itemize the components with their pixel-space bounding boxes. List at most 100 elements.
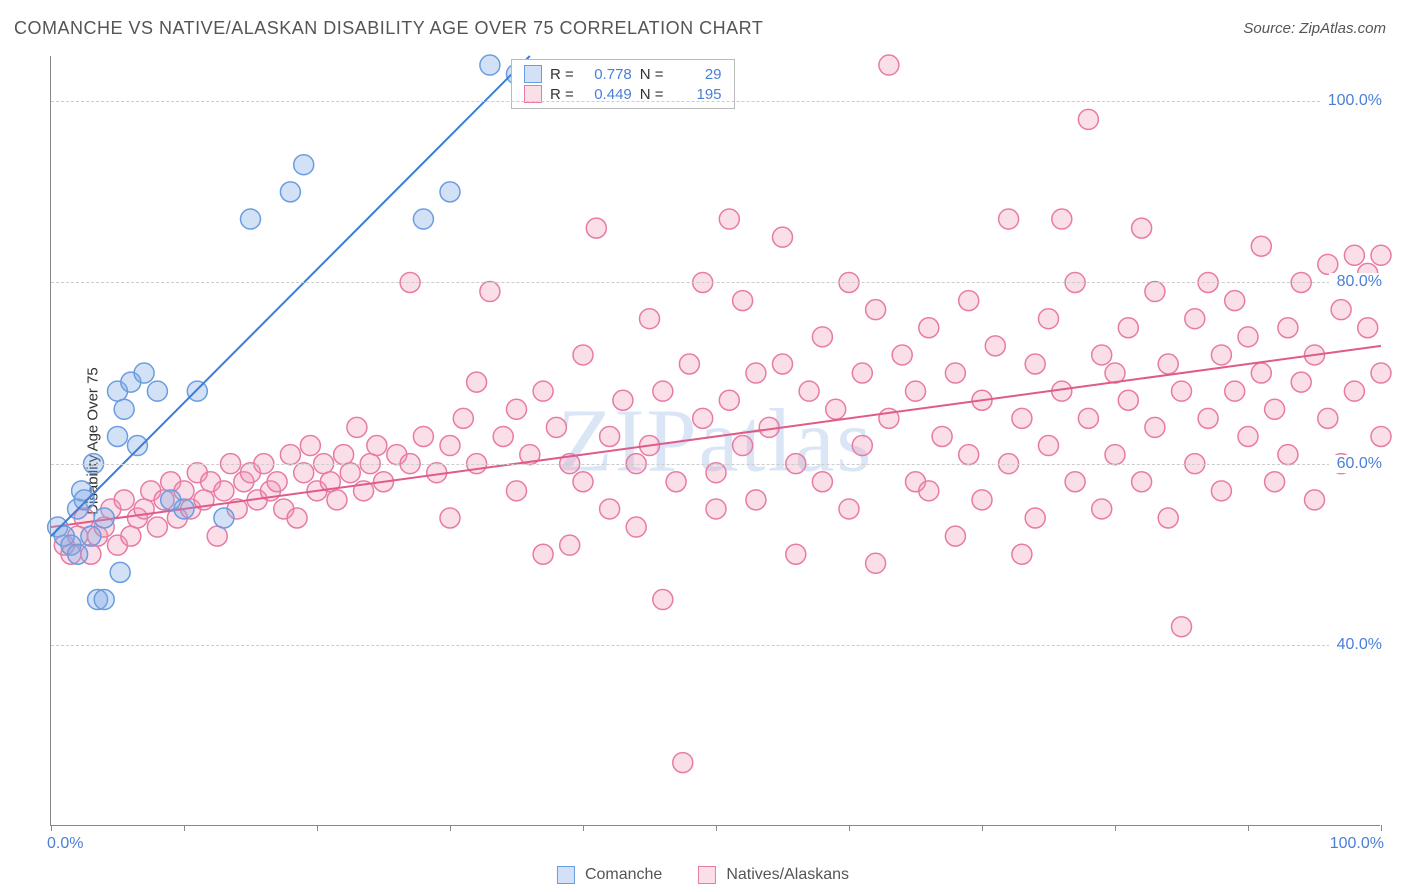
data-point [786,544,806,564]
source-prefix: Source: [1243,20,1299,37]
data-point [1238,327,1258,347]
data-point [1105,445,1125,465]
data-point [1025,354,1045,374]
data-point [413,209,433,229]
data-point [892,345,912,365]
data-point [1344,245,1364,265]
data-point [1092,499,1112,519]
data-point [1118,318,1138,338]
data-point [108,426,128,446]
x-tick [51,825,52,831]
legend-row-comanche: R = 0.778 N = 29 [524,64,722,84]
chart-svg [51,56,1380,825]
n-label: N = [640,66,664,83]
x-tick [317,825,318,831]
y-tick-label: 100.0% [1320,92,1382,110]
data-point [1318,408,1338,428]
source-name: ZipAtlas.com [1299,20,1386,37]
data-point [147,381,167,401]
swatch-natives-icon [698,866,716,884]
data-point [693,408,713,428]
r-label: R = [550,66,574,83]
data-point [733,436,753,456]
data-point [147,517,167,537]
data-point [733,291,753,311]
data-point [74,490,94,510]
x-tick [1381,825,1382,831]
data-point [1225,381,1245,401]
data-point [267,472,287,492]
data-point [600,426,620,446]
data-point [999,209,1019,229]
chart-container: COMANCHE VS NATIVE/ALASKAN DISABILITY AG… [0,0,1406,892]
data-point [653,381,673,401]
data-point [640,309,660,329]
data-point [127,436,147,456]
data-point [1251,236,1271,256]
gridline [51,101,1380,102]
data-point [773,227,793,247]
data-point [613,390,633,410]
data-point [1238,426,1258,446]
data-point [746,363,766,383]
data-point [1132,218,1152,238]
data-point [440,182,460,202]
data-point [413,426,433,446]
data-point [214,481,234,501]
data-point [174,499,194,519]
data-point [773,354,793,374]
data-point [1211,481,1231,501]
x-tick [184,825,185,831]
data-point [959,445,979,465]
legend-label-natives: Natives/Alaskans [726,866,849,884]
data-point [214,508,234,528]
data-point [852,436,872,456]
data-point [653,590,673,610]
x-axis-max-label: 100.0% [1330,835,1384,853]
data-point [134,363,154,383]
data-point [1118,390,1138,410]
data-point [1278,445,1298,465]
data-point [81,526,101,546]
data-point [1265,399,1285,419]
data-point [546,417,566,437]
data-point [300,436,320,456]
data-point [1105,363,1125,383]
r-value-natives: 0.449 [582,86,632,103]
data-point [932,426,952,446]
swatch-comanche [524,65,542,83]
swatch-comanche-icon [557,866,575,884]
data-point [480,282,500,302]
data-point [294,155,314,175]
data-point [586,218,606,238]
data-point [1065,472,1085,492]
data-point [467,372,487,392]
data-point [1158,354,1178,374]
data-point [1331,300,1351,320]
data-point [1012,544,1032,564]
gridline [51,464,1380,465]
data-point [334,445,354,465]
data-point [919,481,939,501]
data-point [1172,617,1192,637]
n-value-comanche: 29 [672,66,722,83]
data-point [1344,381,1364,401]
data-point [1265,472,1285,492]
data-point [719,390,739,410]
data-point [110,562,130,582]
data-point [1039,436,1059,456]
data-point [866,300,886,320]
data-point [852,363,872,383]
data-point [493,426,513,446]
data-point [1025,508,1045,528]
data-point [294,463,314,483]
x-tick [1248,825,1249,831]
data-point [1278,318,1298,338]
data-point [719,209,739,229]
data-point [679,354,699,374]
data-point [1251,363,1271,383]
data-point [1371,363,1391,383]
source-attribution: Source: ZipAtlas.com [1243,20,1386,37]
data-point [280,182,300,202]
data-point [1211,345,1231,365]
